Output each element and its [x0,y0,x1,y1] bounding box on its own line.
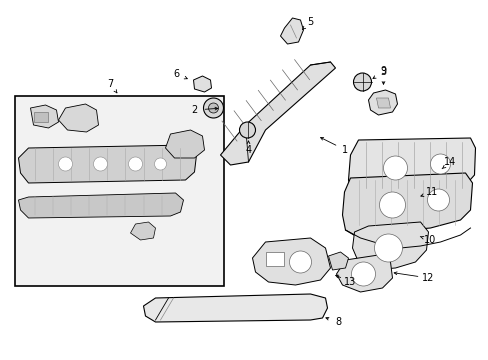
Text: 3: 3 [380,67,386,77]
Circle shape [154,158,166,170]
Text: 6: 6 [173,69,179,79]
Polygon shape [342,173,471,236]
Polygon shape [252,238,330,285]
Text: 11: 11 [426,187,438,197]
Text: 14: 14 [444,157,456,167]
Circle shape [383,156,407,180]
Bar [35,112,48,122]
Polygon shape [220,62,335,165]
Polygon shape [376,98,390,108]
Polygon shape [19,193,183,218]
Circle shape [93,157,107,171]
Polygon shape [336,255,392,292]
Circle shape [429,154,449,174]
Circle shape [427,189,448,211]
Polygon shape [348,138,474,200]
Circle shape [208,103,218,113]
Text: 12: 12 [422,273,434,283]
Polygon shape [368,90,397,115]
Text: 10: 10 [424,235,436,245]
Polygon shape [328,252,348,270]
Circle shape [353,73,371,91]
Circle shape [289,251,311,273]
Polygon shape [59,104,98,132]
Text: 13: 13 [344,277,356,287]
Polygon shape [352,222,427,270]
Text: 2: 2 [191,105,197,115]
Bar [265,252,283,266]
Polygon shape [280,18,303,44]
Bar [16,96,223,286]
Text: 1: 1 [342,145,348,155]
Circle shape [203,98,223,118]
Polygon shape [130,222,155,240]
Text: 7: 7 [107,79,113,89]
Text: 5: 5 [307,17,313,27]
Text: 9: 9 [380,66,386,76]
Circle shape [374,234,402,262]
Polygon shape [30,105,59,128]
Circle shape [351,262,375,286]
Circle shape [379,192,405,218]
Text: 4: 4 [245,145,251,155]
Polygon shape [165,130,204,158]
Circle shape [128,157,142,171]
Polygon shape [19,145,196,183]
Polygon shape [193,76,211,92]
Circle shape [59,157,72,171]
Polygon shape [143,294,327,322]
Circle shape [239,122,255,138]
Text: 8: 8 [335,317,341,327]
